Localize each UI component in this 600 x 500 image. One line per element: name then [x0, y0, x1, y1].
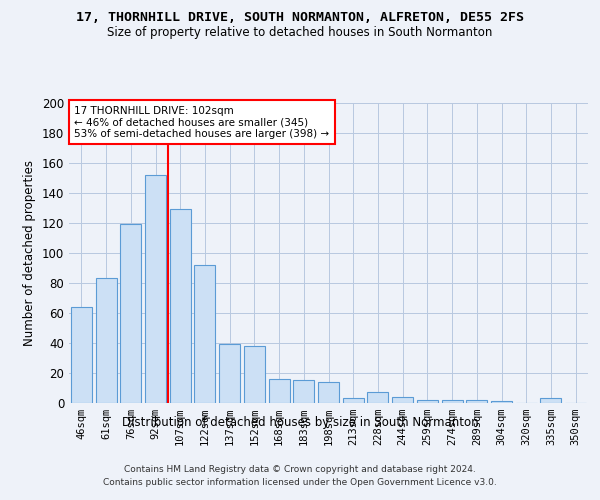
Bar: [417, 400, 438, 402]
Bar: [269, 378, 290, 402]
Bar: [244, 346, 265, 403]
Bar: [170, 209, 191, 402]
Bar: [343, 398, 364, 402]
Text: 17, THORNHILL DRIVE, SOUTH NORMANTON, ALFRETON, DE55 2FS: 17, THORNHILL DRIVE, SOUTH NORMANTON, AL…: [76, 11, 524, 24]
Text: Distribution of detached houses by size in South Normanton: Distribution of detached houses by size …: [122, 416, 478, 429]
Bar: [491, 401, 512, 402]
Bar: [541, 398, 562, 402]
Text: 17 THORNHILL DRIVE: 102sqm
← 46% of detached houses are smaller (345)
53% of sem: 17 THORNHILL DRIVE: 102sqm ← 46% of deta…: [74, 106, 329, 138]
Bar: [392, 396, 413, 402]
Bar: [219, 344, 240, 403]
Bar: [145, 174, 166, 402]
Text: Size of property relative to detached houses in South Normanton: Size of property relative to detached ho…: [107, 26, 493, 39]
Text: Contains public sector information licensed under the Open Government Licence v3: Contains public sector information licen…: [103, 478, 497, 487]
Bar: [71, 306, 92, 402]
Bar: [95, 278, 116, 402]
Bar: [442, 400, 463, 402]
Bar: [194, 264, 215, 402]
Bar: [293, 380, 314, 402]
Y-axis label: Number of detached properties: Number of detached properties: [23, 160, 36, 346]
Bar: [120, 224, 141, 402]
Bar: [466, 400, 487, 402]
Text: Contains HM Land Registry data © Crown copyright and database right 2024.: Contains HM Land Registry data © Crown c…: [124, 466, 476, 474]
Bar: [367, 392, 388, 402]
Bar: [318, 382, 339, 402]
